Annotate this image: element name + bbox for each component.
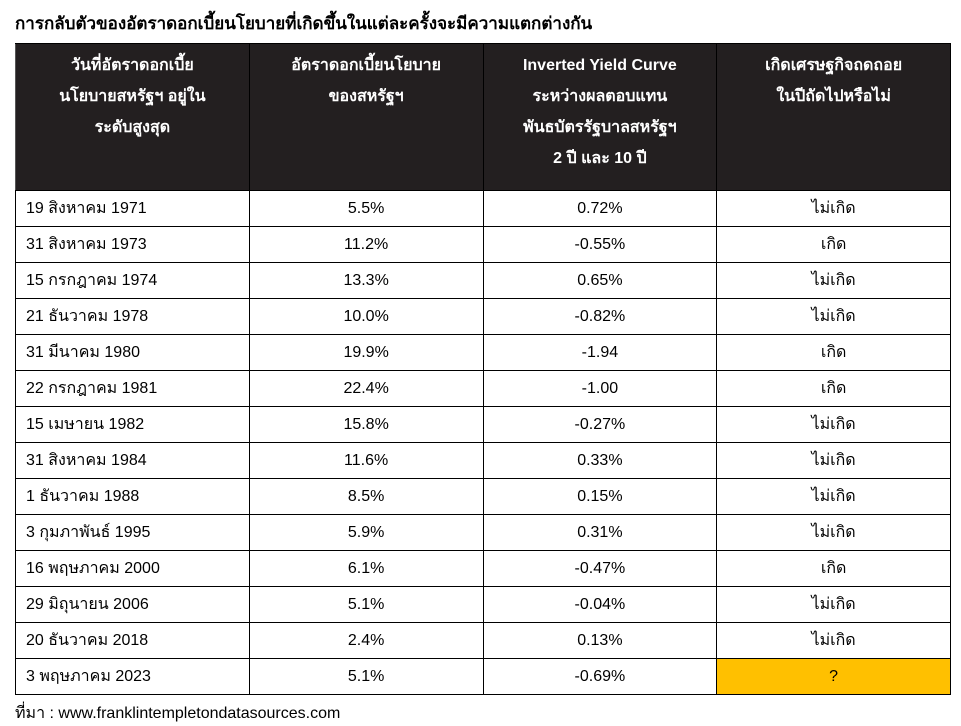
table-cell: 22 กรกฎาคม 1981	[15, 370, 250, 407]
table-cell: 0.13%	[482, 622, 718, 659]
table-cell: 0.65%	[482, 262, 718, 299]
table-cell: 3 พฤษภาคม 2023	[15, 658, 250, 695]
header-line: พันธบัตรรัฐบาลสหรัฐฯ	[523, 119, 677, 136]
header-line: ระดับสูงสุด	[94, 119, 171, 136]
table-cell: -0.82%	[482, 298, 718, 335]
table-cell: 21 ธันวาคม 1978	[15, 298, 250, 335]
table-row: 31 มีนาคม 1980 19.9% -1.94 เกิด	[15, 334, 951, 371]
table-cell: 0.33%	[482, 442, 718, 479]
table: วันที่อัตราดอกเบี้ย นโยบายสหรัฐฯ อยู่ใน ระ…	[15, 43, 951, 695]
header-cell: วันที่อัตราดอกเบี้ยนโยบายสหรัฐฯ อยู่ในระ…	[15, 43, 250, 191]
table-cell: 16 พฤษภาคม 2000	[15, 550, 250, 587]
table-row: 19 สิงหาคม 1971 5.5% 0.72% ไม่เกิด	[15, 190, 951, 227]
table-row: 20 ธันวาคม 2018 2.4% 0.13% ไม่เกิด	[15, 622, 951, 659]
table-cell: เกิด	[716, 226, 951, 263]
table-row: 1 ธันวาคม 1988 8.5% 0.15% ไม่เกิด	[15, 478, 951, 515]
header-cell: เกิดเศรษฐกิจถดถอยในปีถัดไปหรือไม่	[716, 43, 951, 191]
table-cell: 19 สิงหาคม 1971	[15, 190, 250, 227]
table-cell: -1.94	[482, 334, 718, 371]
header-line: Inverted Yield Curve	[522, 57, 677, 74]
table-row: 31 สิงหาคม 1973 11.2% -0.55% เกิด	[15, 226, 951, 263]
table-cell: 15 กรกฎาคม 1974	[15, 262, 250, 299]
table-row: 22 กรกฎาคม 1981 22.4% -1.00 เกิด	[15, 370, 951, 407]
header-line: วันที่อัตราดอกเบี้ย	[71, 57, 194, 74]
table-cell: ?	[716, 658, 951, 695]
table-cell: 11.2%	[248, 226, 484, 263]
table-cell: เกิด	[716, 370, 951, 407]
header-row: วันที่อัตราดอกเบี้ย นโยบายสหรัฐฯ อยู่ใน ระ…	[15, 43, 951, 191]
table-cell: 22.4%	[248, 370, 484, 407]
table-cell: ไม่เกิด	[716, 586, 951, 623]
table-row: 21 ธันวาคม 1978 10.0% -0.82% ไม่เกิด	[15, 298, 951, 335]
table-cell: เกิด	[716, 550, 951, 587]
table-cell: ไม่เกิด	[716, 406, 951, 443]
table-cell: 11.6%	[248, 442, 484, 479]
table-cell: ไม่เกิด	[716, 478, 951, 515]
table-cell: -0.47%	[482, 550, 718, 587]
table-cell: ไม่เกิด	[716, 262, 951, 299]
source: ที่มา : www.franklintempletondatasources…	[15, 705, 341, 722]
table-cell: 0.72%	[482, 190, 718, 227]
table-cell: ไม่เกิด	[716, 514, 951, 551]
table-cell: 15 เมษายน 1982	[15, 406, 250, 443]
header-line: อัตราดอกเบี้ยนโยบาย	[291, 57, 441, 74]
title: การกลับตัวของอัตราดอกเบี้ยนโยบายที่เกิดข…	[15, 14, 593, 33]
table-cell: 0.31%	[482, 514, 718, 551]
table-cell: 13.3%	[248, 262, 484, 299]
table-cell: 3 กุมภาพันธ์ 1995	[15, 514, 250, 551]
table-cell: ไม่เกิด	[716, 622, 951, 659]
header-line: นโยบายสหรัฐฯ อยู่ใน	[59, 88, 206, 105]
table-cell: 2.4%	[248, 622, 484, 659]
table-cell: -1.00	[482, 370, 718, 407]
table-row: 15 เมษายน 1982 15.8% -0.27% ไม่เกิด	[15, 406, 951, 443]
header-cell: Inverted Yield Curve ระหว่างผลตอบแทนพันธบ…	[482, 43, 718, 191]
table-cell: 31 สิงหาคม 1984	[15, 442, 250, 479]
header-line: เกิดเศรษฐกิจถดถอย	[765, 57, 903, 74]
table-body: 19 สิงหาคม 1971 5.5% 0.72% ไม่เกิด 31 สิงหาค…	[15, 190, 951, 695]
table-row: 31 สิงหาคม 1984 11.6% 0.33% ไม่เกิด	[15, 442, 951, 479]
table-cell: -0.69%	[482, 658, 718, 695]
table-cell: 31 สิงหาคม 1973	[15, 226, 250, 263]
table-cell: 19.9%	[248, 334, 484, 371]
header-line: ระหว่างผลตอบแทน	[532, 88, 668, 105]
header-line: ของสหรัฐฯ	[328, 88, 404, 105]
header-line: ในปีถัดไปหรือไม่	[776, 88, 891, 105]
table-row: 16 พฤษภาคม 2000 6.1% -0.47% เกิด	[15, 550, 951, 587]
table-cell: 15.8%	[248, 406, 484, 443]
table-row: 3 กุมภาพันธ์ 1995 5.9% 0.31% ไม่เกิด	[15, 514, 951, 551]
table-cell: 10.0%	[248, 298, 484, 335]
table-cell: 5.1%	[248, 586, 484, 623]
table-cell: -0.27%	[482, 406, 718, 443]
table-cell: 6.1%	[248, 550, 484, 587]
table-cell: 5.5%	[248, 190, 484, 227]
table-cell: ไม่เกิด	[716, 298, 951, 335]
table-cell: เกิด	[716, 334, 951, 371]
table-row: 3 พฤษภาคม 2023 5.1% -0.69%?	[15, 658, 951, 695]
table-cell: -0.55%	[482, 226, 718, 263]
table-cell: ไม่เกิด	[716, 190, 951, 227]
header-cell: อัตราดอกเบี้ยนโยบายของสหรัฐฯ	[248, 43, 484, 191]
table-cell: ไม่เกิด	[716, 442, 951, 479]
table-cell: 31 มีนาคม 1980	[15, 334, 250, 371]
header-line: 2 ปี และ 10 ปี	[553, 150, 647, 167]
table-cell: 8.5%	[248, 478, 484, 515]
table-cell: 5.1%	[248, 658, 484, 695]
table-cell: -0.04%	[482, 586, 718, 623]
table-cell: 20 ธันวาคม 2018	[15, 622, 250, 659]
table-cell: 1 ธันวาคม 1988	[15, 478, 250, 515]
table-cell: 0.15%	[482, 478, 718, 515]
table-cell: 5.9%	[248, 514, 484, 551]
table-row: 15 กรกฎาคม 1974 13.3% 0.65% ไม่เกิด	[15, 262, 951, 299]
table-row: 29 มิถุนายน 2006 5.1% -0.04% ไม่เกิด	[15, 586, 951, 623]
table-cell: 29 มิถุนายน 2006	[15, 586, 250, 623]
